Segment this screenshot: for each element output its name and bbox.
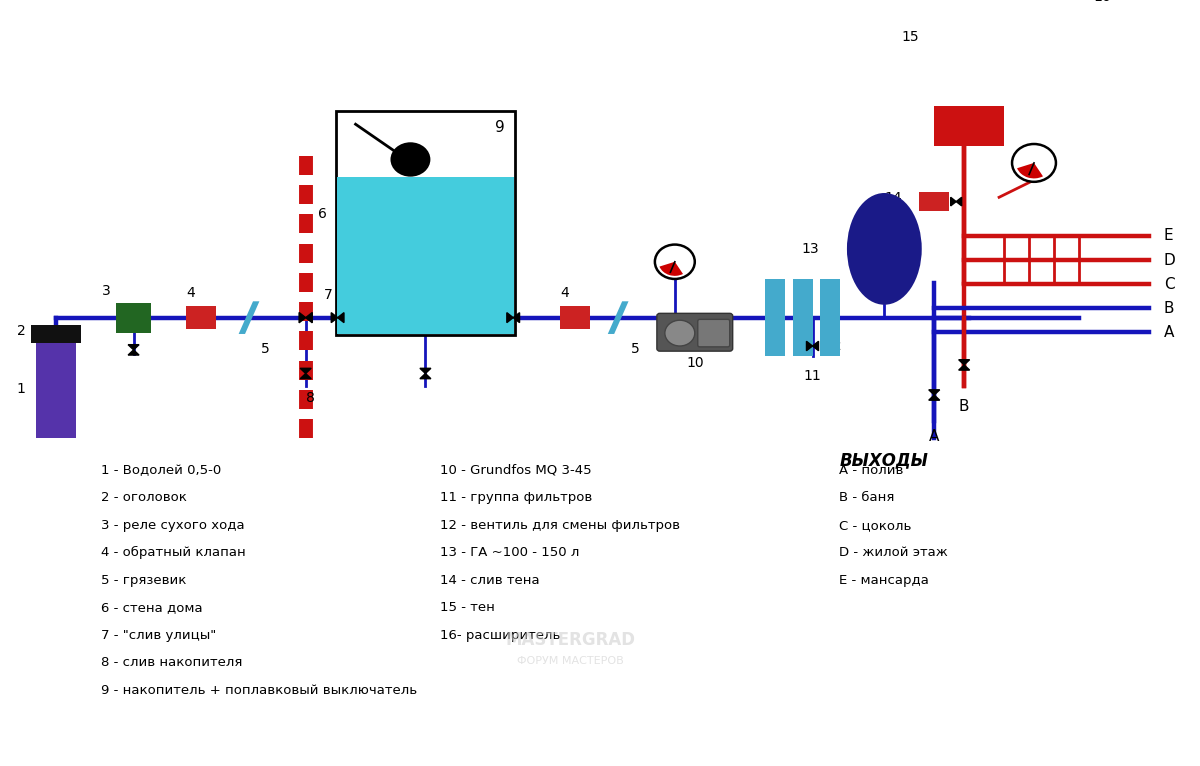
FancyBboxPatch shape [764,279,785,356]
Text: 14 - слив тена: 14 - слив тена [440,574,540,587]
Text: 15 - тен: 15 - тен [440,601,496,614]
Polygon shape [239,301,259,334]
Polygon shape [300,368,311,374]
Circle shape [390,142,431,177]
Polygon shape [300,374,311,378]
Text: 7: 7 [324,288,332,302]
Polygon shape [337,313,344,322]
Text: 1: 1 [17,381,25,395]
Text: 9 - накопитель + поплавковый выключатель: 9 - накопитель + поплавковый выключатель [101,684,418,697]
Text: В - баня: В - баня [840,491,895,504]
Text: 3 - реле сухого хода: 3 - реле сухого хода [101,519,245,532]
FancyBboxPatch shape [821,279,840,356]
Polygon shape [299,313,306,322]
Text: А - полив: А - полив [840,463,904,476]
Text: 12 - вентиль для смены фильтров: 12 - вентиль для смены фильтров [440,519,680,532]
FancyBboxPatch shape [560,306,590,329]
Text: 12: 12 [824,339,842,353]
FancyBboxPatch shape [337,177,514,333]
Text: 4 - обратный клапан: 4 - обратный клапан [101,546,246,559]
Text: A: A [929,430,940,444]
Text: 13 - ГА ~100 - 150 л: 13 - ГА ~100 - 150 л [440,546,580,559]
Text: B: B [959,399,970,414]
FancyBboxPatch shape [31,325,82,343]
Text: 5: 5 [630,342,640,355]
Polygon shape [812,342,818,351]
Polygon shape [514,313,520,322]
Text: 6 - стена дома: 6 - стена дома [101,601,203,614]
Text: D - жилой этаж: D - жилой этаж [840,546,948,559]
Polygon shape [128,350,139,355]
Text: 3: 3 [102,284,112,298]
Text: C: C [1164,277,1175,292]
Polygon shape [506,313,514,322]
Text: 16: 16 [1094,0,1111,4]
Polygon shape [806,342,812,351]
Circle shape [1012,144,1056,182]
Polygon shape [607,301,629,334]
Polygon shape [956,198,961,206]
Wedge shape [660,262,683,276]
Text: 15: 15 [901,31,919,44]
Wedge shape [1018,163,1043,178]
Text: 7 - "слив улицы": 7 - "слив улицы" [101,629,216,642]
Text: E - мансарда: E - мансарда [840,574,929,587]
Text: 9: 9 [496,120,505,135]
FancyBboxPatch shape [697,319,730,347]
Polygon shape [950,198,956,206]
Polygon shape [331,313,337,322]
Text: ФОРУМ МАСТЕРОВ: ФОРУМ МАСТЕРОВ [517,656,624,666]
FancyBboxPatch shape [36,339,77,438]
Text: 10 - Grundfos MQ 3-45: 10 - Grundfos MQ 3-45 [440,463,592,476]
Text: 5 - грязевик: 5 - грязевик [101,574,186,587]
Circle shape [665,320,695,346]
Text: 2: 2 [17,323,25,338]
FancyBboxPatch shape [792,279,812,356]
Text: D: D [1164,253,1176,267]
Text: 8 - слив накопителя: 8 - слив накопителя [101,656,242,669]
Text: 11 - группа фильтров: 11 - группа фильтров [440,491,593,504]
Polygon shape [420,368,431,374]
Text: 1 - Водолей 0,5-0: 1 - Водолей 0,5-0 [101,463,222,476]
FancyBboxPatch shape [116,303,151,332]
Polygon shape [929,395,940,400]
FancyBboxPatch shape [186,306,216,329]
Text: 10: 10 [686,356,703,370]
Text: 16- расширитель: 16- расширитель [440,629,560,642]
FancyBboxPatch shape [656,313,733,351]
Polygon shape [959,360,970,365]
Polygon shape [929,390,940,395]
FancyBboxPatch shape [935,0,1004,146]
Text: ВЫХОДЫ: ВЫХОДЫ [840,451,929,469]
Text: 11: 11 [804,369,821,383]
Text: С - цоколь: С - цоколь [840,519,912,532]
Text: 4: 4 [560,286,570,300]
Text: 8: 8 [306,391,316,404]
Text: 4: 4 [186,286,196,300]
Polygon shape [959,365,970,370]
Text: 2 - оголовок: 2 - оголовок [101,491,187,504]
Text: E: E [1164,228,1174,244]
Text: MASTERGRAD: MASTERGRAD [505,631,635,649]
Text: B: B [1164,301,1174,316]
Text: 6: 6 [318,208,326,221]
Circle shape [655,244,695,279]
Ellipse shape [1032,0,1106,83]
Polygon shape [306,313,312,322]
Text: 14: 14 [884,192,902,205]
Text: 13: 13 [802,242,820,256]
FancyBboxPatch shape [919,192,949,211]
Text: A: A [1164,325,1174,340]
Ellipse shape [847,193,922,305]
Polygon shape [128,345,139,350]
Text: 5: 5 [262,342,270,355]
Polygon shape [420,374,431,378]
FancyBboxPatch shape [336,111,515,335]
